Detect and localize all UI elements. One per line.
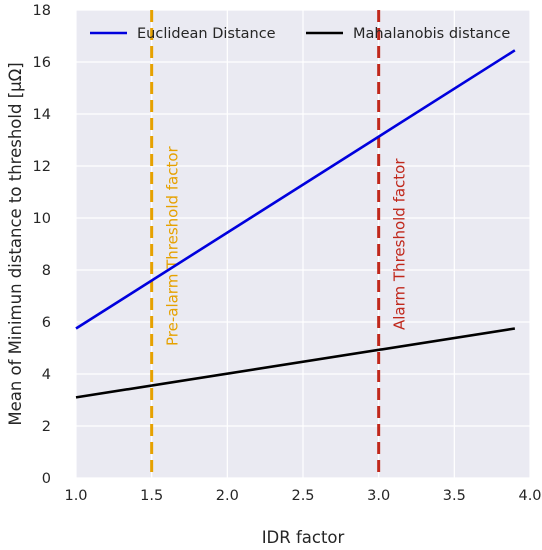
y-tick-label: 12 <box>33 159 51 175</box>
x-axis-label: IDR factor <box>262 528 345 547</box>
x-tick-label: 3.5 <box>443 488 466 504</box>
legend: Euclidean Distance Mahalanobis distance <box>90 26 510 42</box>
legend-label: Mahalanobis distance <box>353 26 510 42</box>
x-tick-label: 4.0 <box>518 488 541 504</box>
y-tick-label: 14 <box>33 107 51 123</box>
y-tick-label: 4 <box>42 367 51 383</box>
threshold-lines: Pre-alarm Threshold factor Alarm Threshol… <box>150 10 409 478</box>
legend-label: Euclidean Distance <box>137 26 276 42</box>
x-tick-labels: 1.0 1.5 2.0 2.5 3.0 3.5 4.0 <box>64 488 541 504</box>
series-line <box>75 327 516 399</box>
x-tick-label: 1.0 <box>64 488 87 504</box>
x-tick-label: 2.5 <box>291 488 314 504</box>
series-line <box>75 49 516 330</box>
y-tick-label: 6 <box>42 315 51 331</box>
x-tick-label: 3.0 <box>367 488 390 504</box>
y-tick-label: 10 <box>33 211 51 227</box>
y-tick-label: 16 <box>33 55 51 71</box>
x-tick-label: 1.5 <box>140 488 163 504</box>
y-tick-label: 18 <box>33 3 51 19</box>
y-tick-label: 2 <box>42 419 51 435</box>
threshold-label: Pre-alarm Threshold factor <box>164 145 182 346</box>
series-lines <box>75 49 516 399</box>
x-tick-label: 2.0 <box>216 488 239 504</box>
y-tick-labels: 0 2 4 6 8 10 12 14 16 18 <box>33 3 51 487</box>
y-tick-label: 0 <box>42 471 51 487</box>
y-tick-label: 8 <box>42 263 51 279</box>
threshold-label: Alarm Threshold factor <box>391 158 409 330</box>
y-axis-label: Mean of Minimun distance to threshold [μ… <box>6 62 25 425</box>
